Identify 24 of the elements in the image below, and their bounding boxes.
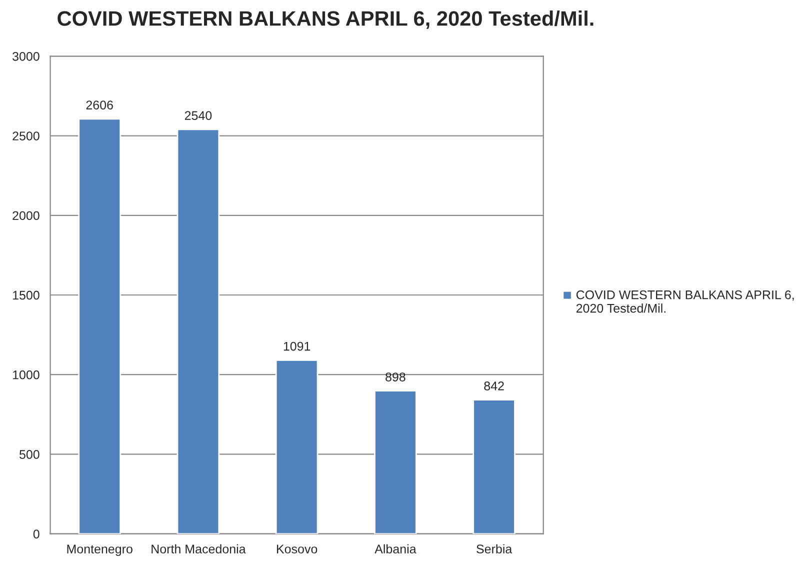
y-tick-label: 3000	[12, 52, 40, 61]
data-label: 842	[484, 382, 504, 390]
bar	[374, 390, 417, 534]
legend-label: COVID WESTERN BALKANS APRIL 6, 2020 Tested/Mil.	[576, 290, 794, 313]
y-tick-label: 2000	[12, 211, 40, 220]
x-tick-label: Montenegro	[67, 544, 132, 556]
bar	[176, 128, 220, 534]
x-tick-label: Albania	[374, 544, 416, 554]
y-tick-label: 1000	[13, 370, 40, 380]
bar	[78, 118, 121, 534]
bar	[275, 359, 318, 534]
y-tick-label: 1500	[13, 290, 40, 300]
y-tick-label: 500	[20, 450, 40, 459]
x-tick-label: Kosovo	[277, 544, 318, 554]
bar	[472, 399, 516, 534]
data-label: 898	[386, 372, 406, 382]
data-label: 2540	[184, 111, 212, 120]
y-tick-label: 2500	[12, 132, 40, 140]
x-tick-label: Serbia	[476, 544, 512, 554]
chart-title: COVID WESTERN BALKANS APRIL 6, 2020 Tested/Mil.	[58, 10, 594, 29]
x-tick-label: North Macedonia	[152, 544, 246, 554]
data-label: 1091	[284, 342, 310, 351]
y-tick-label: 0	[33, 530, 40, 538]
data-label: 2606	[86, 100, 113, 110]
